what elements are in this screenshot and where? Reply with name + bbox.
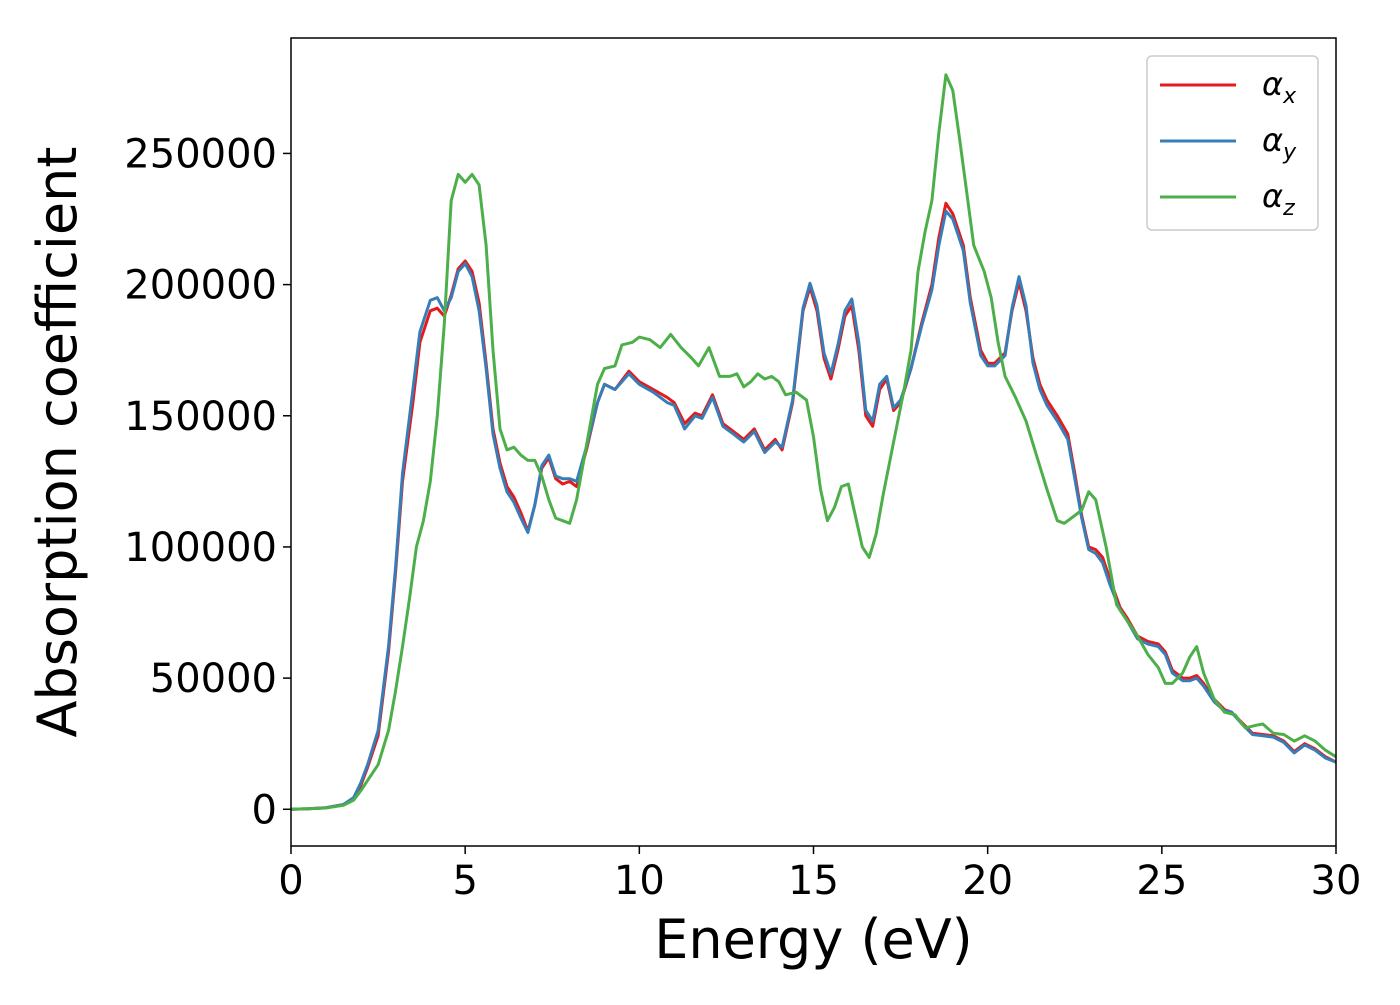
x-tick-label: 5 xyxy=(452,858,477,904)
series-line-x xyxy=(291,201,1336,811)
series-layer xyxy=(291,73,1336,811)
y-tick-label: 50000 xyxy=(150,656,277,702)
legend-label-y: αy xyxy=(1262,121,1297,165)
x-tick-label: 0 xyxy=(278,858,303,904)
y-tick-label: 200000 xyxy=(124,263,277,309)
x-tick-label: 10 xyxy=(614,858,665,904)
x-axis-label: Energy (eV) xyxy=(654,908,973,971)
y-tick-label: 250000 xyxy=(124,131,277,177)
y-tick-label: 150000 xyxy=(124,394,277,440)
y-axis-label: Absorption coefficient xyxy=(26,147,89,738)
series-line-z xyxy=(291,73,1336,811)
legend-label-x: αx xyxy=(1262,65,1297,109)
x-axis-ticks: 0 5 10 15 20 25 30 xyxy=(278,846,1361,904)
y-tick-label: 100000 xyxy=(124,525,277,571)
legend-label-z: αz xyxy=(1262,177,1295,221)
x-tick-label: 15 xyxy=(788,858,839,904)
x-tick-label: 30 xyxy=(1311,858,1362,904)
x-tick-label: 20 xyxy=(962,858,1013,904)
legend-box xyxy=(1146,55,1319,231)
series-line-y xyxy=(291,209,1336,811)
y-axis-ticks: 0 50000 100000 150000 200000 250000 xyxy=(124,131,291,833)
y-tick-label: 0 xyxy=(252,787,277,833)
legend: αx αy αz xyxy=(1146,55,1319,231)
x-tick-label: 25 xyxy=(1136,858,1187,904)
